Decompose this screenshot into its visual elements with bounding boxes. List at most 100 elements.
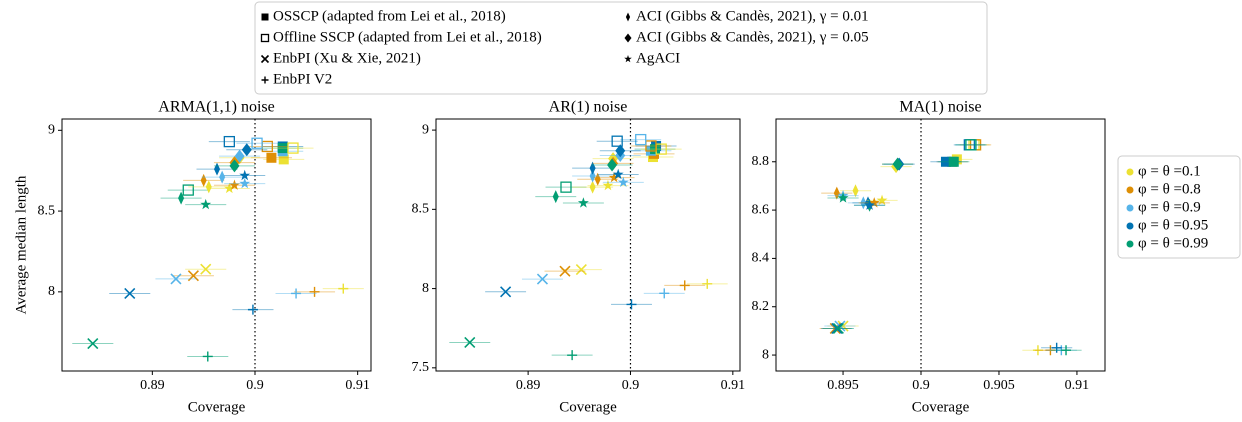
marker-thin-diamond — [852, 184, 859, 198]
marker-plus — [567, 350, 578, 361]
marker-open-square — [635, 133, 647, 146]
marker-star — [602, 179, 614, 191]
marker-thin-diamond — [214, 162, 221, 176]
marker-star — [617, 176, 629, 188]
marker-square — [266, 152, 277, 163]
marker-thin-diamond — [200, 173, 207, 187]
marker-open-square — [560, 181, 572, 193]
color-legend-swatch — [1126, 186, 1134, 194]
x-tick-label: 0.9 — [622, 378, 640, 393]
marker-plus — [679, 280, 690, 291]
marker-x — [559, 265, 571, 277]
method-legend-label: Offline SSCP (adapted from Lei et al., 2… — [273, 29, 542, 45]
marker-x — [832, 322, 844, 335]
marker-diamond — [241, 143, 252, 157]
marker-plus — [659, 288, 670, 299]
y-tick-label: 8.5 — [38, 203, 56, 218]
x-tick-label: 0.91 — [721, 378, 746, 393]
color-legend-swatch — [1126, 204, 1134, 212]
y-tick-label: 7.5 — [412, 360, 430, 375]
y-tick-label: 8.8 — [752, 154, 770, 169]
x-tick-label: 0.91 — [345, 378, 370, 393]
x-axis-label: Coverage — [188, 399, 246, 415]
marker-x — [831, 322, 843, 335]
marker-diamond — [624, 33, 632, 43]
marker-square — [277, 143, 288, 154]
marker-open-square — [251, 137, 263, 149]
plot-frame — [61, 118, 372, 372]
marker-thin-diamond — [860, 196, 867, 210]
method-legend-label: AgACI — [636, 50, 680, 66]
x-tick-label: 0.905 — [983, 378, 1015, 393]
marker-star — [608, 171, 620, 183]
plot-frame — [775, 118, 1106, 372]
marker-plus — [1061, 345, 1072, 356]
marker-open-square — [260, 33, 270, 43]
marker-star — [239, 177, 251, 189]
y-tick-label: 8.5 — [412, 202, 430, 217]
marker-star — [864, 199, 876, 210]
marker-star — [624, 54, 632, 63]
marker-plus — [291, 288, 302, 299]
marker-diamond — [607, 158, 618, 172]
y-tick-label: 8.6 — [752, 202, 770, 217]
x-axis-label: Coverage — [912, 399, 970, 415]
method-legend-label: ACI (Gibbs & Candès, 2021), γ = 0.05 — [636, 29, 869, 45]
marker-thin-diamond — [178, 191, 185, 205]
y-tick-label: 8 — [422, 281, 429, 296]
y-tick-label: 8.2 — [752, 299, 770, 314]
marker-star — [612, 168, 624, 180]
marker-star — [868, 197, 880, 208]
marker-x — [536, 273, 549, 285]
marker-square — [948, 156, 959, 167]
marker-star — [577, 197, 589, 208]
marker-plus — [1032, 345, 1043, 356]
color-legend-label: φ = θ =0.99 — [1138, 235, 1208, 251]
plot-frame — [435, 118, 741, 372]
marker-x — [464, 336, 476, 349]
marker-plus — [626, 299, 637, 310]
y-tick-label: 9 — [422, 122, 429, 137]
marker-x — [87, 337, 99, 350]
marker-thin-diamond — [552, 190, 559, 204]
marker-square — [940, 156, 951, 167]
marker-open-square — [223, 135, 235, 148]
marker-plus — [309, 286, 320, 297]
marker-plus — [1051, 342, 1062, 353]
marker-star — [876, 194, 888, 206]
marker-thin-diamond — [219, 170, 226, 184]
x-tick-label: 0.895 — [827, 378, 859, 393]
marker-plus — [247, 304, 258, 315]
marker-x — [200, 263, 212, 275]
x-tick-label: 0.91 — [1065, 378, 1090, 393]
marker-x — [500, 286, 512, 298]
marker-star — [837, 192, 849, 203]
panel-title: ARMA(1,1) noise — [158, 99, 274, 116]
y-tick-label: 8.4 — [752, 251, 770, 266]
marker-thin-diamond — [205, 180, 212, 194]
marker-diamond — [615, 144, 626, 158]
x-tick-label: 0.9 — [246, 378, 264, 393]
marker-thin-diamond — [625, 12, 631, 22]
marker-diamond — [234, 149, 245, 163]
color-legend-swatch — [1126, 222, 1134, 230]
marker-open-square — [645, 140, 657, 152]
marker-star — [239, 169, 251, 181]
color-legend-label: φ = θ =0.1 — [1138, 163, 1201, 179]
marker-plus — [1045, 345, 1056, 356]
marker-diamond — [892, 157, 903, 171]
color-legend-swatch — [1126, 168, 1134, 176]
y-tick-label: 8 — [48, 284, 55, 299]
marker-open-square — [965, 139, 977, 151]
method-legend-box — [254, 1, 988, 95]
x-tick-label: 0.9 — [912, 378, 930, 393]
marker-x — [170, 273, 182, 285]
panel-title: AR(1) noise — [549, 99, 628, 116]
marker-x — [124, 287, 136, 300]
y-axis-label: Average median length — [13, 175, 29, 314]
marker-plus — [261, 76, 269, 84]
marker-thin-diamond — [594, 172, 601, 186]
color-legend-box — [1117, 155, 1241, 259]
marker-x — [575, 264, 587, 276]
